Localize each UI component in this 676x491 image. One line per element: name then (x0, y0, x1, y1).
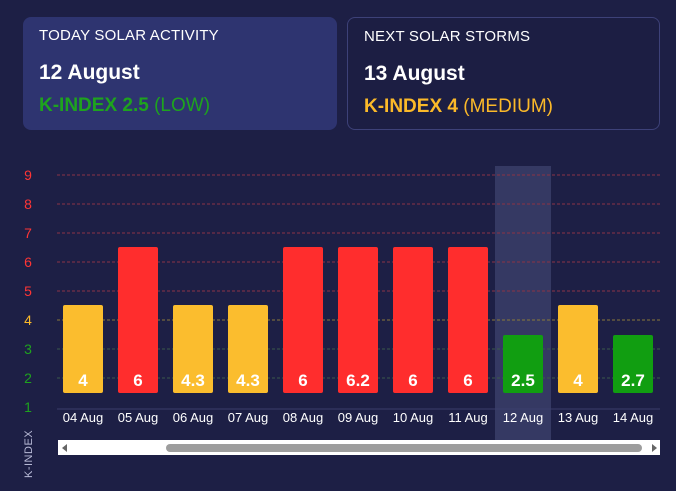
x-tick-label: 13 Aug (558, 410, 599, 425)
today-kindex: K-INDEX 2.5 (LOW) (39, 95, 321, 117)
x-tick-label: 10 Aug (393, 410, 434, 425)
x-tick-label: 06 Aug (173, 410, 214, 425)
x-tick-label: 07 Aug (228, 410, 269, 425)
kindex-bar[interactable] (503, 335, 543, 393)
kindex-bar[interactable] (118, 247, 158, 393)
kindex-bar[interactable] (393, 247, 433, 393)
y-tick-label: 3 (24, 341, 32, 357)
x-tick-label: 11 Aug (448, 410, 488, 425)
next-date: 13 August (364, 62, 465, 85)
bar-value-label: 6 (463, 371, 472, 390)
next-kindex: K-INDEX 4 (MEDIUM) (364, 96, 643, 118)
scrollbar-thumb[interactable] (166, 444, 642, 452)
next-solar-storms-card: NEXT SOLAR STORMS 13 August K-INDEX 4 (M… (347, 17, 660, 130)
bar-value-label: 2.7 (621, 371, 645, 390)
bar-value-label: 2.5 (511, 371, 535, 390)
y-tick-label: 4 (24, 312, 32, 328)
bar-value-label: 4 (78, 371, 88, 390)
y-tick-label: 6 (24, 254, 32, 270)
today-kindex-level: (LOW) (154, 95, 211, 116)
kindex-bar[interactable] (228, 305, 268, 393)
bar-value-label: 6 (133, 371, 142, 390)
y-tick-label: 9 (24, 167, 32, 183)
scroll-left-arrow-icon[interactable] (58, 440, 70, 455)
bar-value-label: 6 (298, 371, 307, 390)
kindex-bar[interactable] (338, 247, 378, 393)
x-tick-label: 04 Aug (63, 410, 104, 425)
y-tick-label: 2 (24, 370, 32, 386)
kindex-bar[interactable] (558, 305, 598, 393)
today-kindex-label: K-INDEX (39, 95, 118, 116)
x-tick-label: 12 Aug (503, 410, 544, 425)
bar-value-label: 6.2 (346, 371, 370, 390)
kindex-bar[interactable] (173, 305, 213, 393)
scroll-right-arrow-icon[interactable] (648, 440, 660, 455)
today-date: 12 August (39, 61, 140, 84)
chart-horizontal-scrollbar[interactable] (58, 440, 660, 455)
today-kindex-value: 2.5 (122, 95, 149, 116)
kindex-bar[interactable] (448, 247, 488, 393)
y-axis-title: K-INDEX (23, 430, 35, 478)
kindex-bar[interactable] (63, 305, 103, 393)
bar-value-label: 4 (573, 371, 583, 390)
today-card-title: TODAY SOLAR ACTIVITY (39, 27, 219, 44)
x-tick-label: 08 Aug (283, 410, 324, 425)
next-card-title: NEXT SOLAR STORMS (364, 28, 531, 45)
highlighted-day-column (495, 166, 551, 440)
bar-value-label: 4.3 (236, 371, 260, 390)
x-tick-label: 09 Aug (338, 410, 379, 425)
next-kindex-value: 4 (447, 96, 458, 117)
today-solar-activity-card: TODAY SOLAR ACTIVITY 12 August K-INDEX 2… (23, 17, 337, 130)
bar-value-label: 6 (408, 371, 417, 390)
x-tick-label: 05 Aug (118, 410, 159, 425)
next-kindex-label: K-INDEX (364, 96, 443, 117)
y-tick-label: 7 (24, 225, 32, 241)
y-tick-label: 1 (24, 399, 32, 415)
next-kindex-level: (MEDIUM) (463, 96, 553, 117)
kindex-bar[interactable] (613, 335, 653, 393)
y-tick-label: 5 (24, 283, 32, 299)
kindex-bar[interactable] (283, 247, 323, 393)
x-tick-label: 14 Aug (613, 410, 654, 425)
y-tick-label: 8 (24, 196, 32, 212)
bar-value-label: 4.3 (181, 371, 205, 390)
